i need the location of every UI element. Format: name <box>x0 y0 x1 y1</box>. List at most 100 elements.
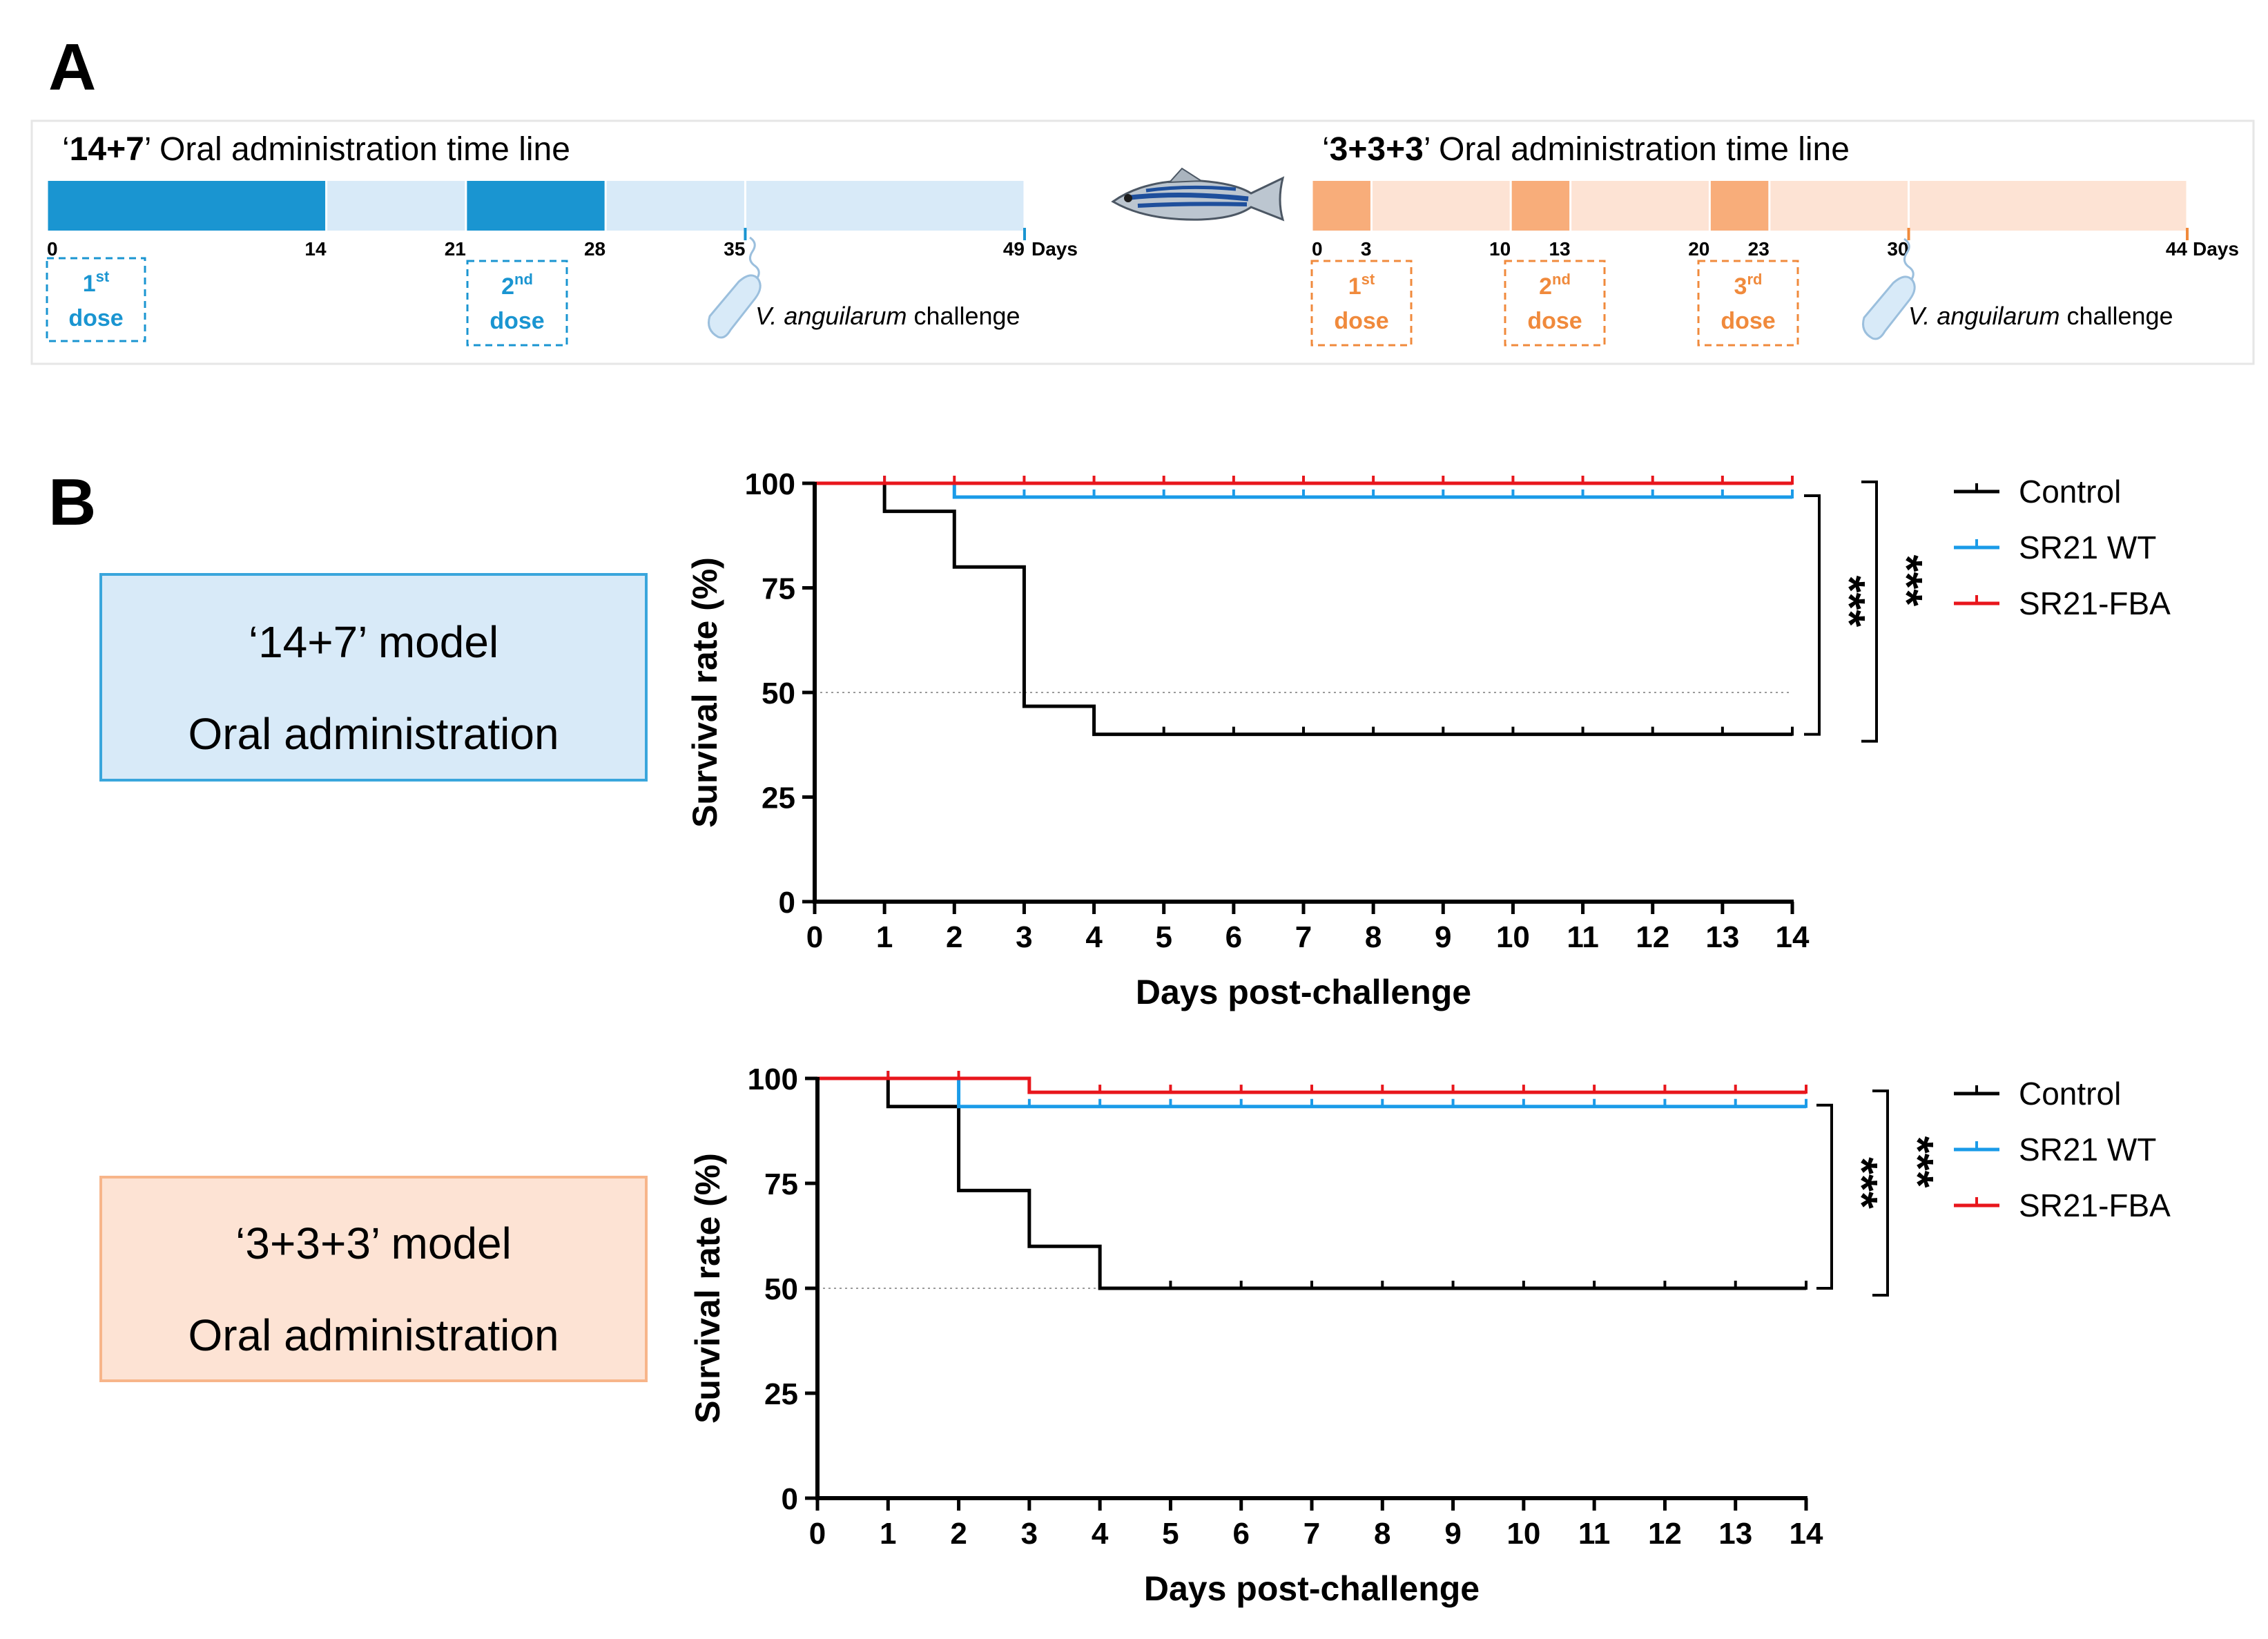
x-tick-label: 1 <box>880 1517 896 1551</box>
svg-text:dose: dose <box>490 308 544 334</box>
right-days-label: Days <box>2193 238 2239 260</box>
significance-stars-outer: *** <box>1882 554 1932 606</box>
panel-b-letter: B <box>48 465 96 539</box>
right-dose-2: 2nd dose <box>1504 260 1606 347</box>
x-tick-label: 4 <box>1092 1517 1109 1551</box>
x-axis-label: Days post-challenge <box>1136 973 1471 1011</box>
y-tick-label: 100 <box>745 467 795 501</box>
y-tick-label: 50 <box>762 677 795 710</box>
x-tick-label: 3 <box>1021 1517 1038 1551</box>
x-tick-label: 6 <box>1225 920 1242 954</box>
timeline-tick-label: 13 <box>1549 238 1570 260</box>
svg-text:dose: dose <box>1721 308 1775 334</box>
right-challenge-label: V. anguilarum challenge <box>1908 302 2173 330</box>
timeline-tick-label: 10 <box>1489 238 1511 260</box>
x-tick-label: 12 <box>1636 920 1669 954</box>
svg-text:dose: dose <box>1527 308 1582 334</box>
series-line-control <box>815 481 1792 737</box>
timeline-tick-label: 35 <box>724 238 745 260</box>
svg-text:3rd: 3rd <box>1734 271 1763 300</box>
right-dose-3: 3rd dose <box>1697 260 1799 347</box>
model-box-14-7-line2: Oral administration <box>188 709 559 759</box>
timeline-dose-segment <box>1511 181 1571 231</box>
model-box-3-3-3-line2: Oral administration <box>188 1310 559 1360</box>
x-tick-label: 8 <box>1365 920 1382 954</box>
significance-stars-inner: *** <box>1825 575 1874 627</box>
significance-bracket-inner <box>1804 494 1821 736</box>
x-tick-label: 0 <box>806 920 823 954</box>
x-tick-label: 1 <box>876 920 893 954</box>
svg-text:2nd: 2nd <box>1539 271 1571 300</box>
significance-bracket-inner <box>1816 1103 1833 1290</box>
zebrafish-icon <box>1111 167 1285 222</box>
model-box-14-7: ‘14+7’ model Oral administration <box>99 573 648 782</box>
series-line-sr21-fba <box>817 1076 1806 1094</box>
significance-stars-inner: *** <box>1837 1157 1887 1209</box>
legend-label: SR21-FBA <box>2019 585 2171 621</box>
x-tick-label: 10 <box>1506 1517 1540 1551</box>
x-tick-label: 9 <box>1444 1517 1461 1551</box>
significance-bracket-outer <box>1872 1089 1889 1297</box>
legend-label: SR21-FBA <box>2019 1187 2171 1223</box>
x-tick-label: 8 <box>1374 1517 1390 1551</box>
x-tick-label: 2 <box>950 1517 967 1551</box>
right-dose-1: 1st dose <box>1310 260 1413 347</box>
timeline-tick-label: 49 <box>1003 238 1025 260</box>
x-tick-label: 14 <box>1790 1517 1823 1551</box>
x-tick-label: 5 <box>1162 1517 1179 1551</box>
right-timeline-bar <box>1310 181 2189 240</box>
svg-text:dose: dose <box>68 305 123 331</box>
svg-text:2nd: 2nd <box>501 271 533 300</box>
y-tick-label: 0 <box>782 1482 798 1516</box>
timeline-tick-label: 20 <box>1688 238 1709 260</box>
x-tick-label: 2 <box>946 920 962 954</box>
x-tick-label: 7 <box>1303 1517 1320 1551</box>
timeline-tick-label: 14 <box>304 238 327 260</box>
timeline-tick-label: 28 <box>584 238 605 260</box>
timeline-tick-label: 21 <box>445 238 466 260</box>
y-tick-label: 50 <box>764 1272 798 1306</box>
significance-stars-outer: *** <box>1893 1136 1943 1188</box>
model-box-3-3-3-line1: ‘3+3+3’ model <box>235 1219 512 1268</box>
timeline-dose-segment <box>465 181 606 231</box>
x-tick-label: 11 <box>1578 1517 1611 1551</box>
y-tick-label: 100 <box>748 1063 798 1096</box>
timeline-tick-label: 44 <box>2166 238 2188 260</box>
panel-a-letter: A <box>48 30 96 104</box>
timeline-tick-label: 0 <box>47 238 58 260</box>
svg-text:1st: 1st <box>1348 271 1375 300</box>
timeline-dose-segment <box>1312 181 1372 231</box>
left-challenge-label: V. anguilarum challenge <box>755 302 1020 330</box>
left-timeline-ticks: 0 14 21 28 35 49 <box>47 238 1025 260</box>
left-days-label: Days <box>1031 238 1078 260</box>
x-tick-label: 13 <box>1718 1517 1752 1551</box>
legend-label: SR21 WT <box>2019 1132 2156 1167</box>
y-tick-label: 75 <box>762 572 795 606</box>
y-axis-label: Survival rate (%) <box>686 557 724 828</box>
svg-text:1st: 1st <box>83 268 110 297</box>
left-dose-2: 2nd dose <box>466 260 568 347</box>
timeline-dose-segment <box>47 181 327 231</box>
bacterium-icon <box>708 236 762 339</box>
y-tick-label: 75 <box>764 1167 798 1201</box>
bacterium-icon-right <box>1862 237 1916 340</box>
y-tick-label: 0 <box>779 886 795 920</box>
left-timeline-title: ‘14+7’ Oral administration time line <box>62 131 570 168</box>
y-tick-label: 25 <box>764 1377 798 1411</box>
x-tick-label: 11 <box>1567 920 1599 954</box>
left-dose-1: 1st dose <box>46 257 146 342</box>
x-tick-label: 3 <box>1016 920 1032 954</box>
timeline-tick-label: 23 <box>1748 238 1770 260</box>
legend-label: SR21 WT <box>2019 530 2156 565</box>
model-box-3-3-3: ‘3+3+3’ model Oral administration <box>99 1176 648 1382</box>
x-tick-label: 10 <box>1496 920 1530 954</box>
timeline-tick-label: 0 <box>1312 238 1323 260</box>
legend-label: Control <box>2019 474 2121 510</box>
timeline-tick-label: 3 <box>1361 238 1372 260</box>
x-tick-label: 6 <box>1232 1517 1249 1551</box>
legend-label: Control <box>2019 1076 2121 1112</box>
y-axis-label: Survival rate (%) <box>688 1153 727 1424</box>
